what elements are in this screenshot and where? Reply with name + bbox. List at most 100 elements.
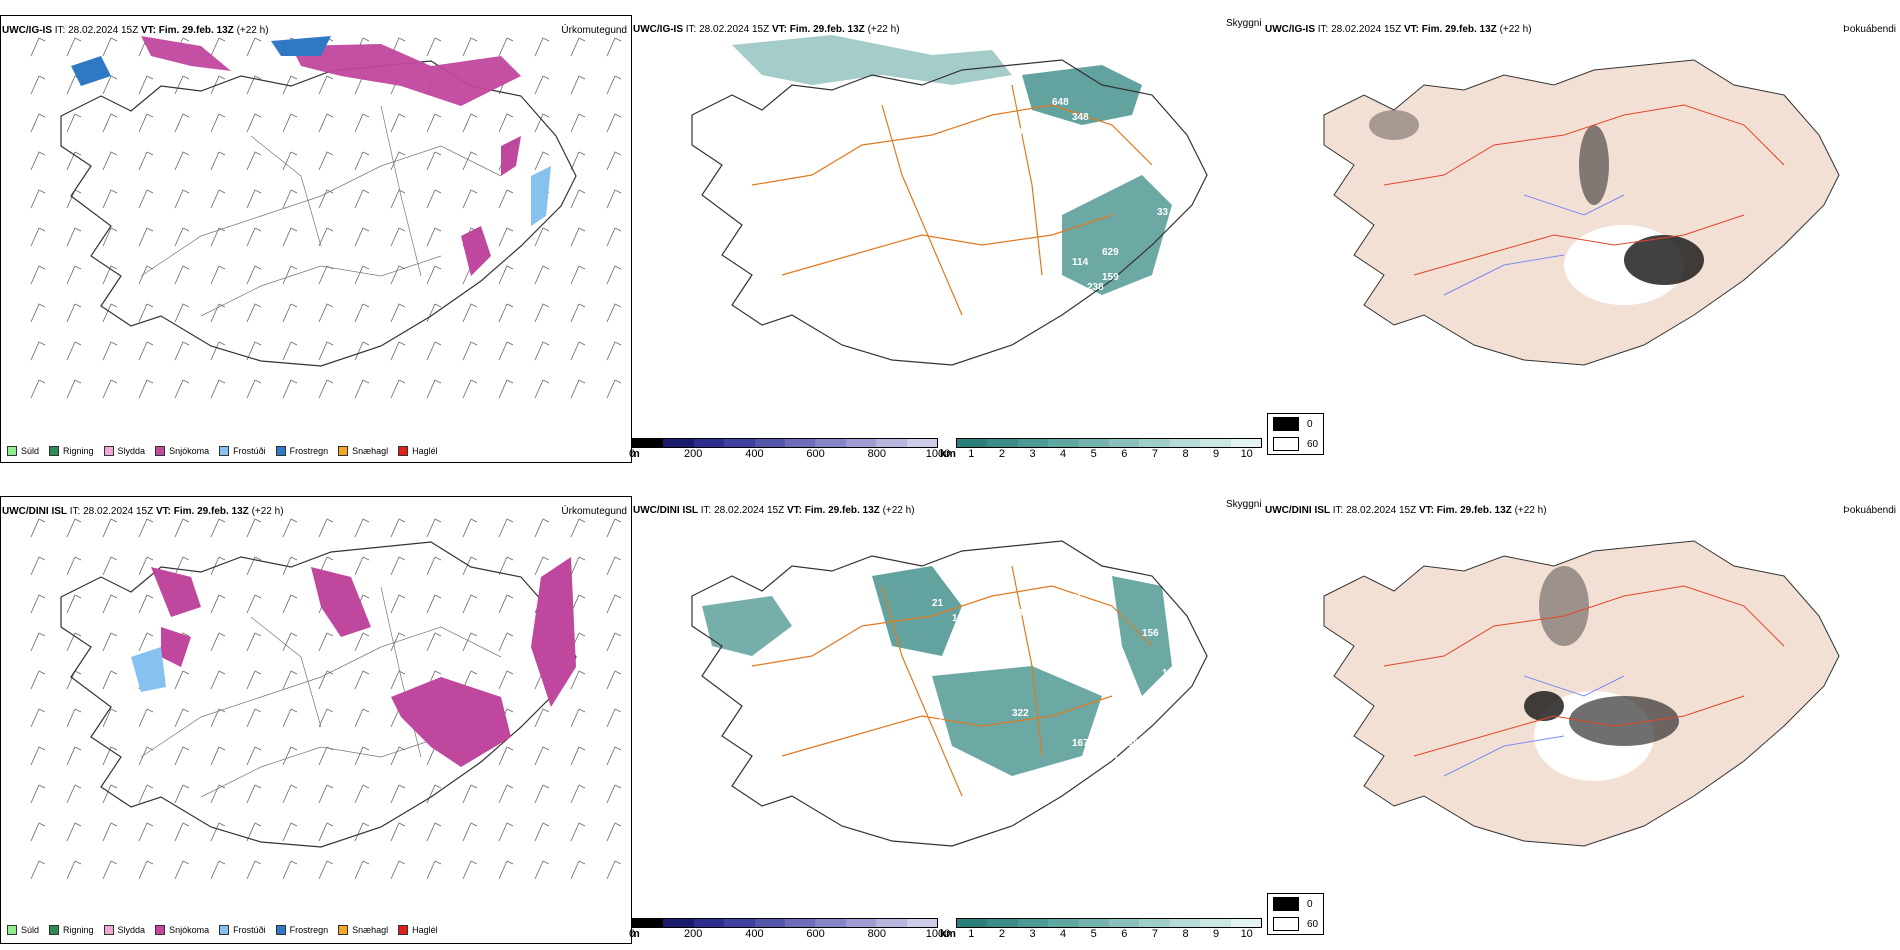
wind-barb <box>102 860 118 880</box>
ceiling-value-label: 47 <box>1072 788 1084 799</box>
wind-barb <box>246 556 262 576</box>
wind-barb <box>318 632 334 652</box>
it-value: 28.02.2024 15Z <box>699 24 770 35</box>
wind-barb <box>66 303 82 323</box>
visibility-colorbar-top: 1 2 3 4 5 6 7 8 9 10 <box>956 438 1262 460</box>
wind-barb <box>354 227 370 247</box>
wind-barb <box>30 379 46 399</box>
wind-barb <box>462 379 478 399</box>
colorbar-segment <box>724 439 755 447</box>
wind-barb <box>390 265 406 285</box>
colorbar-segment <box>1109 919 1140 927</box>
legend-item: Rigning <box>49 925 94 935</box>
wind-barb <box>462 556 478 576</box>
it-label: IT: <box>1317 24 1329 35</box>
vt-label: VT: <box>771 24 787 35</box>
ceiling-value-label: 202 <box>1157 688 1174 699</box>
wind-barb <box>102 632 118 652</box>
wind-barb <box>102 784 118 804</box>
wind-barb <box>498 822 514 842</box>
wind-barb <box>138 341 154 361</box>
header-top-fog: UWC/IG-IS IT: 28.02.2024 15Z VT: Fim. 29… <box>1265 24 1532 35</box>
wind-barb <box>246 708 262 728</box>
wind-barb <box>462 37 478 57</box>
wind-barb <box>210 75 226 95</box>
wind-barb <box>138 303 154 323</box>
it-value: 28.02.2024 15Z <box>714 505 785 516</box>
ceiling-panel-bottom: 1 10 65 470 11 191 29 156 137 202 167 21 195 47 09 230 3… <box>632 496 1264 944</box>
wind-barb <box>66 227 82 247</box>
wind-barb <box>462 670 478 690</box>
wind-barb <box>138 594 154 614</box>
colorbar-segment <box>724 919 755 927</box>
colorbar-segment <box>1048 919 1079 927</box>
wind-barb <box>390 189 406 209</box>
ceiling-value-label: 167 <box>1072 738 1089 749</box>
wind-barb <box>102 341 118 361</box>
colorbar-tick: 10 <box>1240 928 1253 940</box>
wind-barb <box>534 556 550 576</box>
colorbar-segment <box>663 919 694 927</box>
vt-value: Fim. 29.feb. 13Z <box>158 25 234 36</box>
wind-barb <box>174 708 190 728</box>
wind-barb <box>174 227 190 247</box>
colorbar-tick: 400 <box>745 928 764 940</box>
ceiling-value-label: 648 <box>1052 97 1069 108</box>
legend-label: Slydda <box>117 925 146 935</box>
wind-barb <box>354 265 370 285</box>
wind-barb <box>282 341 298 361</box>
wind-barb <box>318 113 334 133</box>
wind-barb <box>174 784 190 804</box>
fog-legend-bottom: 0 60 <box>1267 893 1325 935</box>
vt-label: VT: <box>155 506 171 517</box>
wind-barb <box>606 860 622 880</box>
wind-barb <box>354 556 370 576</box>
wind-barb <box>66 784 82 804</box>
fog-legend-swatch <box>1273 437 1299 451</box>
colorbar-tick: 600 <box>806 928 825 940</box>
wind-barb <box>570 303 586 323</box>
wind-barb <box>66 113 82 133</box>
legend-item: Snjókoma <box>155 446 209 456</box>
wind-barb <box>426 151 442 171</box>
ceiling-value-label: 21 <box>932 598 944 609</box>
wind-barb <box>246 518 262 538</box>
wind-barb <box>426 303 442 323</box>
wind-barb <box>102 75 118 95</box>
fog-legend-swatch <box>1273 417 1299 431</box>
fog-legend-row: 60 <box>1268 914 1323 934</box>
lead-time: (+22 h) <box>1514 505 1547 516</box>
wind-barb <box>66 632 82 652</box>
vt-label: VT: <box>786 505 802 516</box>
colorbar-tick: 1000 <box>925 928 951 940</box>
wind-barb <box>282 189 298 209</box>
legend-item: Frostúði <box>219 925 266 935</box>
wind-barb <box>246 784 262 804</box>
wind-barb <box>318 670 334 690</box>
ceiling-unit-top: m <box>630 448 640 460</box>
wind-barb <box>210 746 226 766</box>
wind-barb <box>426 379 442 399</box>
wind-barb <box>606 341 622 361</box>
wind-barb <box>210 37 226 57</box>
wind-barb <box>390 227 406 247</box>
wind-barb <box>210 189 226 209</box>
wind-barb <box>498 265 514 285</box>
ceiling-value-label: 28 <box>1162 187 1174 198</box>
wind-barb <box>354 303 370 323</box>
wind-barb <box>318 379 334 399</box>
wind-barb <box>462 822 478 842</box>
wind-barb <box>102 746 118 766</box>
it-label: IT: <box>685 24 697 35</box>
legend-swatch <box>398 925 409 935</box>
wind-barb <box>66 822 82 842</box>
wind-barb <box>246 341 262 361</box>
colorbar-tick: 7 <box>1151 928 1158 940</box>
model-name: UWC/DINI ISL <box>2 506 67 517</box>
wind-barb <box>462 303 478 323</box>
wind-barb <box>534 341 550 361</box>
fog-panel-top: UWC/IG-IS IT: 28.02.2024 15Z VT: Fim. 29… <box>1264 15 1900 463</box>
wind-barb <box>30 151 46 171</box>
wind-barb <box>102 113 118 133</box>
colorbar-segment <box>1139 919 1170 927</box>
